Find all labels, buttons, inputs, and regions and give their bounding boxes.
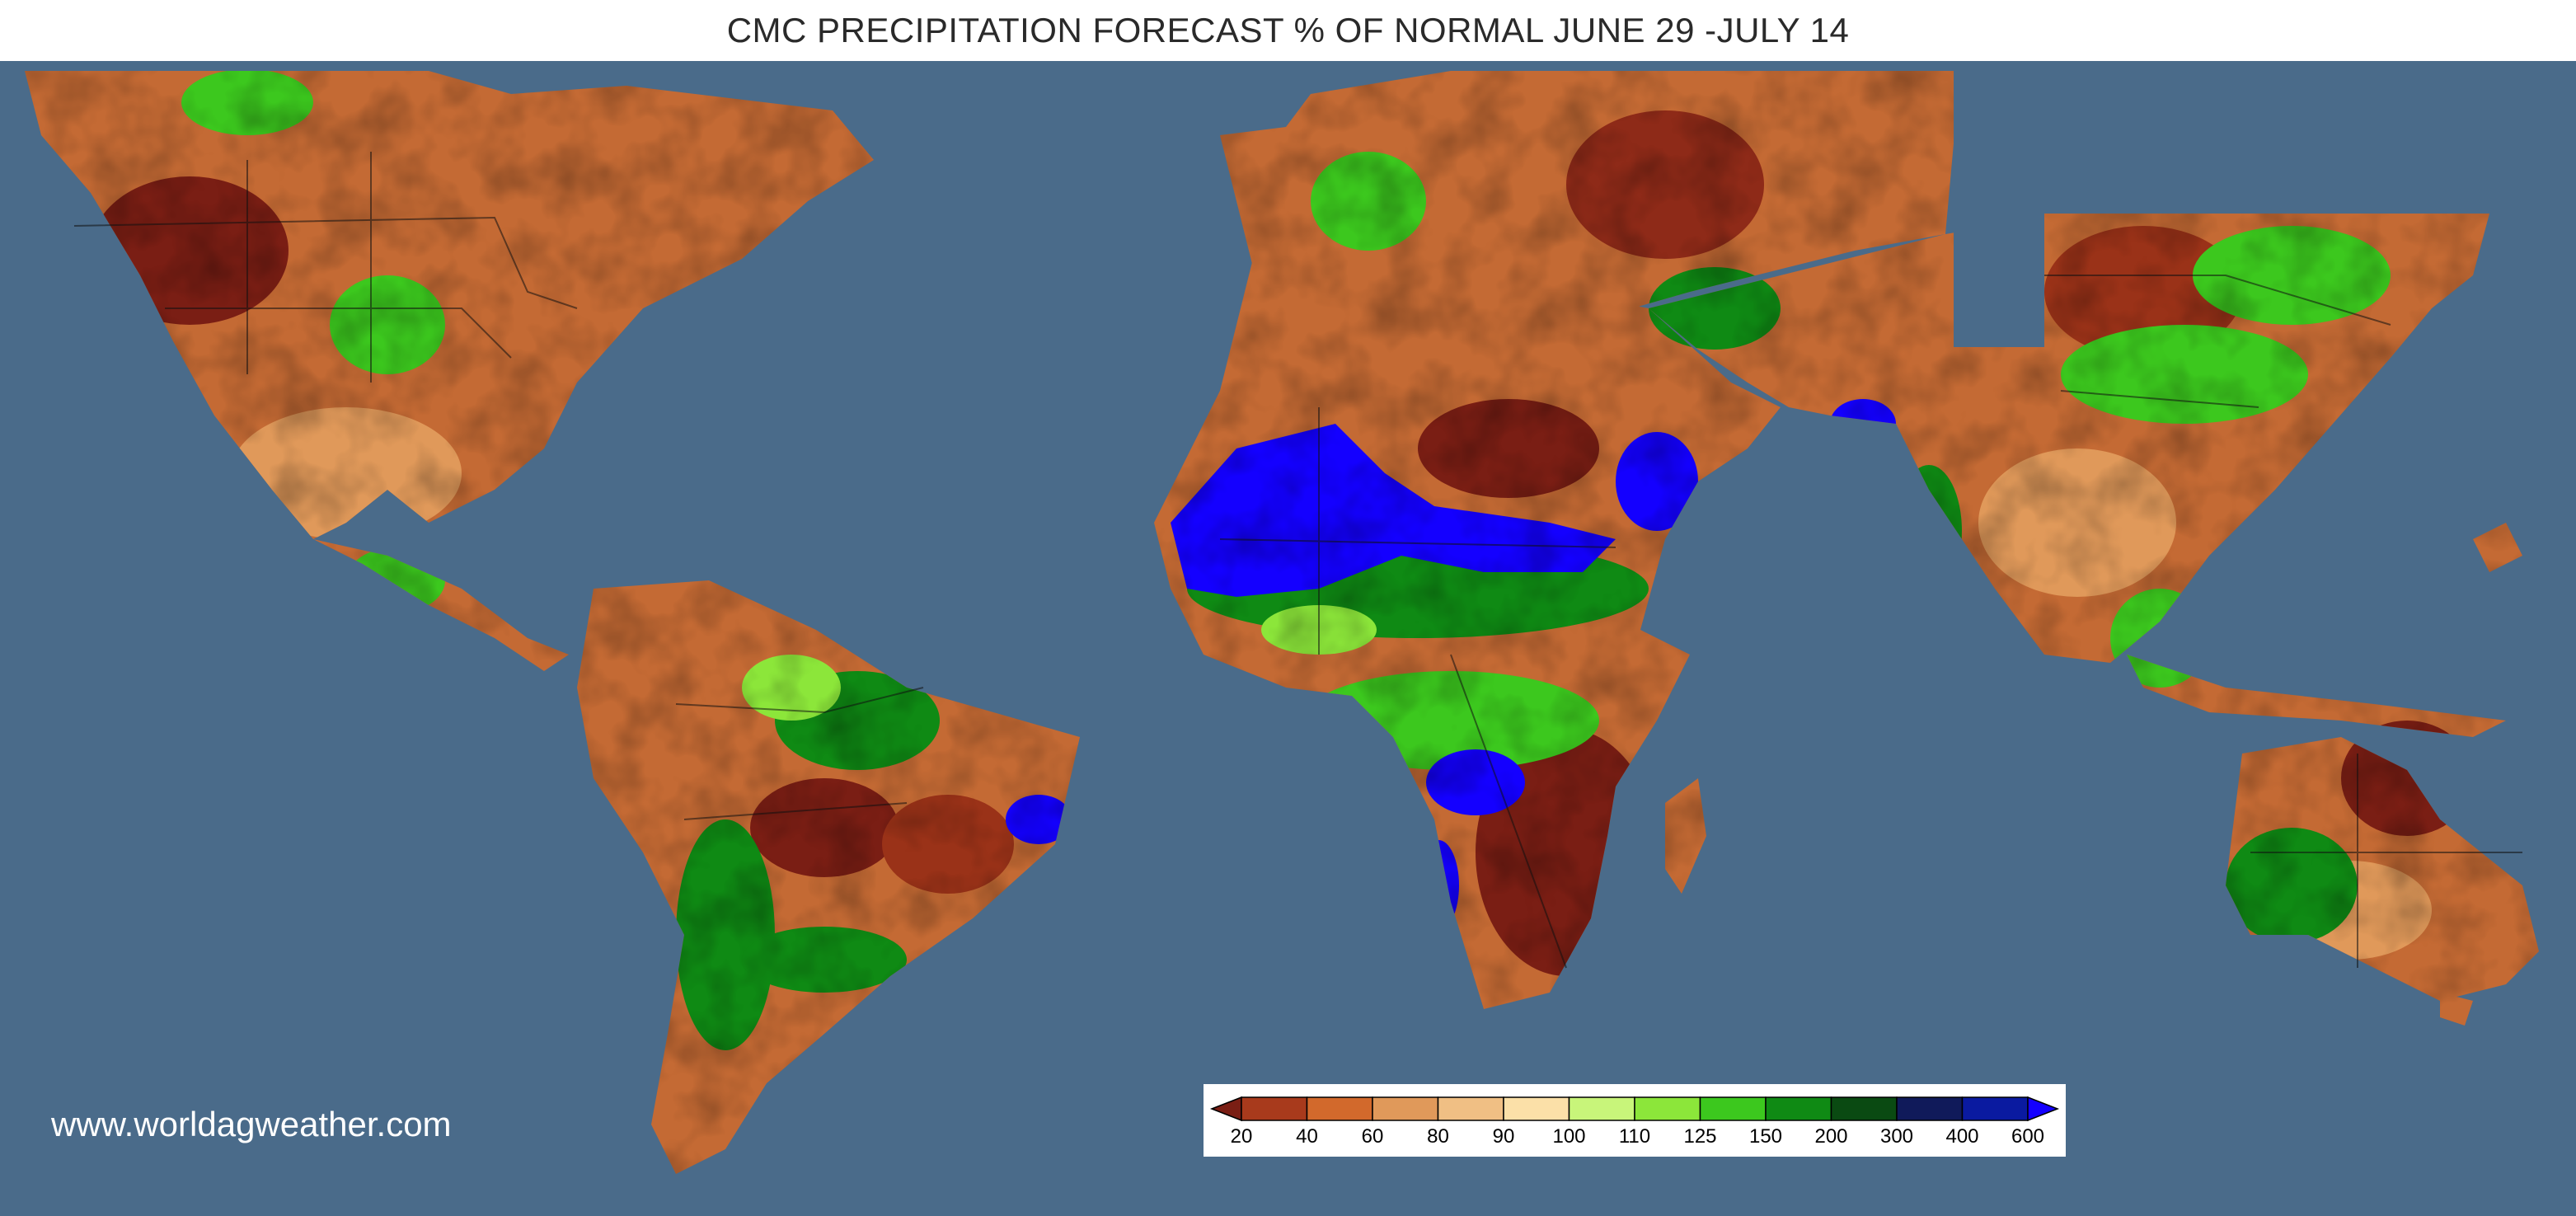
legend-swatch	[1765, 1096, 1832, 1121]
map-title: CMC PRECIPITATION FORECAST % OF NORMAL J…	[726, 11, 1850, 49]
world-map	[25, 61, 2539, 1174]
legend-swatch	[2027, 1096, 2060, 1122]
no-data-area	[1954, 61, 2044, 347]
legend-label: 80	[1427, 1125, 1449, 1148]
legend-label: 200	[1814, 1125, 1848, 1148]
legend-swatch	[1209, 1096, 1242, 1122]
legend-swatch	[1699, 1096, 1767, 1121]
map-area	[0, 61, 2576, 1216]
legend-label: 90	[1492, 1125, 1515, 1148]
legend-swatch	[1896, 1096, 1964, 1121]
legend-label: 150	[1748, 1125, 1783, 1148]
legend-swatch	[1372, 1096, 1439, 1121]
legend-label: 110	[1618, 1125, 1651, 1148]
legend-swatch	[1634, 1096, 1701, 1121]
legend-swatch	[1568, 1096, 1635, 1121]
legend-swatch	[1437, 1096, 1504, 1121]
legend-label: 60	[1361, 1125, 1384, 1148]
title-bar: CMC PRECIPITATION FORECAST % OF NORMAL J…	[0, 0, 2576, 61]
legend-swatch	[1241, 1096, 1308, 1121]
precip-field	[25, 71, 2539, 1174]
legend-swatch	[1306, 1096, 1373, 1121]
watermark: www.worldagweather.com	[51, 1105, 452, 1143]
legend-label: 100	[1552, 1125, 1586, 1148]
legend-labels: 20 40 60 80 90 100 110 125 150 200 300 400 600	[1204, 1125, 2066, 1152]
legend-swatch	[1961, 1096, 2029, 1121]
legend-label: 400	[1945, 1125, 1979, 1148]
legend-swatch	[1830, 1096, 1898, 1121]
legend-label: 300	[1879, 1125, 1914, 1148]
country-borders	[73, 152, 2522, 969]
legend-label: 20	[1230, 1125, 1253, 1148]
legend-label: 40	[1296, 1125, 1318, 1148]
legend-swatch	[1503, 1096, 1570, 1121]
color-legend: 20 40 60 80 90 100 110 125 150 200 300 400 600	[1204, 1084, 2066, 1157]
legend-colorbar	[1209, 1096, 2060, 1122]
legend-label: 600	[2011, 1125, 2045, 1148]
legend-label: 125	[1683, 1125, 1717, 1148]
